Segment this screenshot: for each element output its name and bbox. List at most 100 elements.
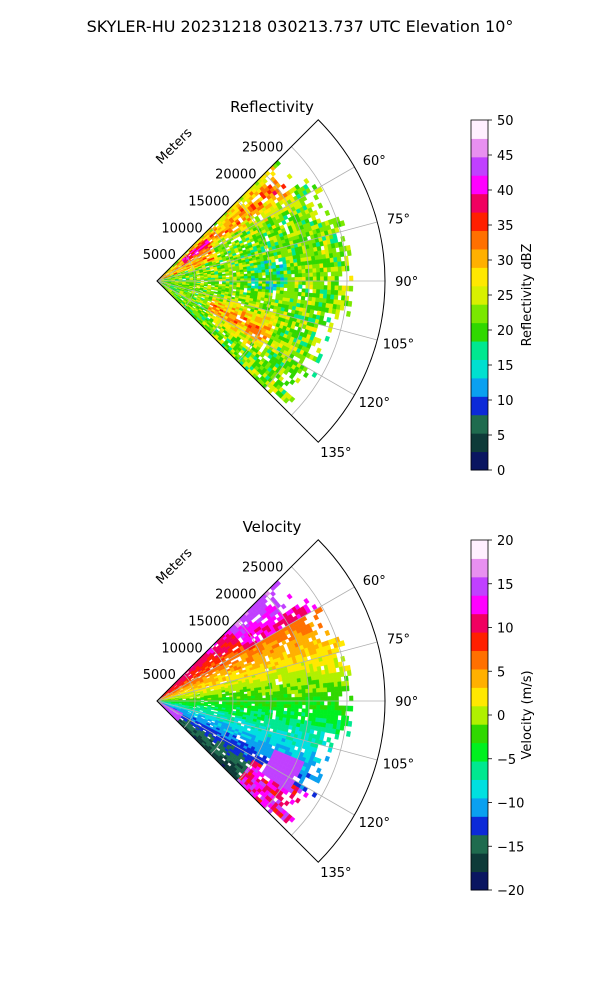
radar-gate [316, 289, 321, 295]
radar-gate [334, 266, 339, 272]
radar-gate [291, 700, 296, 705]
radar-gate [287, 284, 292, 289]
radar-gate [261, 269, 266, 273]
radar-gate [297, 291, 303, 297]
radar-gate [254, 275, 259, 279]
radar-gate [243, 703, 248, 707]
radar-gate [232, 286, 237, 290]
radar-gate [280, 283, 285, 288]
radar-gate [265, 694, 270, 699]
radar-gate [247, 693, 252, 697]
radar-gate [287, 280, 292, 285]
radar-gate [171, 279, 176, 281]
radar-gate [236, 276, 241, 280]
radar-gate [221, 689, 226, 693]
radar-gate [273, 697, 277, 702]
radar-gate [279, 264, 284, 269]
radar-gate [301, 265, 306, 270]
radar-gate [276, 280, 281, 285]
radar-gate [225, 273, 230, 276]
radar-gate [258, 700, 263, 705]
radar-gate [240, 696, 245, 700]
radar-gate [297, 261, 302, 267]
radar-gate [280, 280, 285, 285]
radar-gate [294, 273, 299, 278]
figure-suptitle: SKYLER-HU 20231218 030213.737 UTC Elevat… [87, 17, 514, 36]
radar-gate [286, 263, 291, 268]
radar-gate [254, 698, 259, 702]
radar-gate [279, 287, 285, 292]
radar-gate [265, 703, 270, 708]
radar-gate [297, 689, 303, 694]
radar-gate [349, 275, 354, 282]
radar-gate [286, 294, 291, 299]
radar-gate [240, 276, 245, 280]
radar-gate [337, 266, 343, 272]
radar-gate [297, 711, 303, 717]
radar-gate [340, 261, 346, 267]
radar-gate [294, 280, 299, 285]
radar-gate [341, 285, 347, 292]
radar-gate [283, 710, 288, 715]
radar-gate [278, 257, 283, 262]
radar-gate [279, 707, 285, 712]
radar-gate [290, 689, 296, 695]
radar-gate [327, 276, 332, 282]
radar-gate [282, 683, 288, 688]
radar-gate [290, 711, 295, 716]
radar-gate [247, 703, 252, 707]
radar-gate [287, 273, 292, 278]
radar-gate [319, 272, 325, 277]
radar-gate [294, 693, 299, 698]
radar-gate [211, 703, 216, 706]
radar-gate [276, 697, 281, 702]
radar-gate [336, 256, 342, 263]
radar-gate [203, 284, 208, 287]
radar-gate [309, 284, 314, 290]
radar-gate [283, 277, 288, 282]
radar-gate [334, 275, 339, 282]
radar-gate [293, 711, 299, 717]
colorbar-swatch [471, 120, 488, 139]
radar-gate [280, 183, 287, 190]
radar-gate [330, 280, 336, 286]
radar-gate [301, 288, 306, 293]
radar-gate [225, 276, 230, 280]
radar-gate [330, 271, 336, 277]
radar-gate [337, 241, 343, 248]
radar-gate [265, 274, 270, 279]
radar-gate [265, 286, 270, 291]
colorbar-swatch [471, 156, 488, 176]
radar-gate [337, 290, 343, 296]
radar-gate [330, 266, 335, 273]
range-axis-label: Meters [154, 125, 196, 167]
radar-gate [232, 276, 238, 280]
radar-gate [289, 682, 295, 688]
radar-gate [330, 276, 336, 282]
radar-gate [189, 276, 194, 278]
radar-gate [251, 695, 256, 699]
radar-gate [330, 289, 335, 296]
radar-gate [286, 711, 292, 716]
radar-gate [286, 686, 292, 691]
radar-field [156, 160, 354, 404]
radar-gate [345, 310, 351, 317]
radar-gate [283, 704, 288, 709]
radar-field [156, 580, 354, 824]
radar-gate [298, 696, 303, 702]
radar-gate [301, 269, 306, 274]
radar-gate [323, 271, 328, 277]
radar-gate [275, 684, 281, 689]
radar-gate [293, 265, 299, 271]
radar-gate [283, 284, 288, 289]
radar-gate [312, 276, 318, 282]
radar-gate [231, 292, 237, 296]
radar-gate [309, 276, 314, 282]
radar-gate [276, 707, 281, 711]
colorbar-swatch [471, 285, 488, 305]
radar-gate [196, 704, 201, 707]
radar-gate [247, 275, 252, 279]
radar-gate [294, 377, 301, 384]
radar-gate [171, 699, 176, 701]
